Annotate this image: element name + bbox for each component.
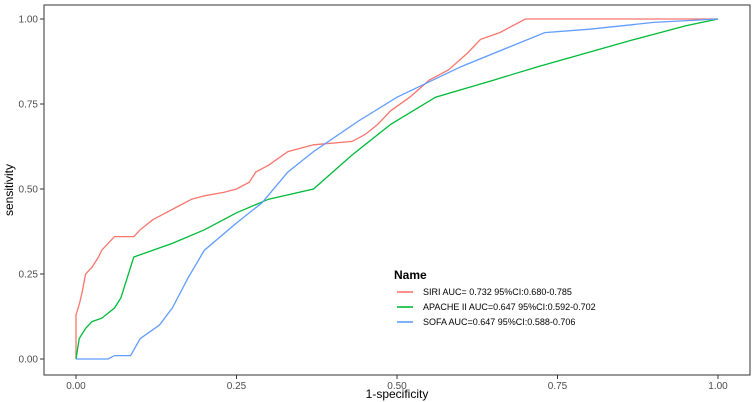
x-tick-label: 0.00 [66, 381, 86, 392]
series-layer [75, 18, 719, 360]
y-tick-label: 0.00 [19, 355, 39, 366]
y-tick-label: 1.00 [19, 15, 39, 26]
legend-label: APACHE II AUC=0.647 95%CI:0.592-0.702 [423, 302, 596, 312]
y-axis-title: sensitivity [2, 164, 16, 216]
series-line [75, 18, 719, 360]
legend: Name SIRI AUC= 0.732 95%CI:0.680-0.785 AP… [394, 268, 596, 327]
x-axis: 0.00 0.25 0.50 0.75 1.00 [66, 375, 728, 392]
y-tick-label: 0.75 [19, 100, 39, 111]
series-line [75, 18, 718, 359]
series-line [76, 18, 719, 360]
y-tick-label: 0.50 [19, 185, 39, 196]
x-tick-label: 1.00 [708, 381, 728, 392]
x-tick-label: 0.25 [227, 381, 247, 392]
y-tick-label: 0.25 [19, 270, 39, 281]
y-axis: 0.00 0.25 0.50 0.75 1.00 [19, 15, 44, 366]
x-tick-label: 0.50 [387, 381, 407, 392]
x-axis-title: 1-specificity [366, 387, 429, 401]
x-tick-label: 0.75 [548, 381, 568, 392]
legend-title: Name [394, 268, 427, 282]
plot-panel [43, 4, 751, 376]
legend-label: SOFA AUC=0.647 95%CI:0.588-0.706 [423, 317, 575, 327]
legend-label: SIRI AUC= 0.732 95%CI:0.680-0.785 [423, 287, 572, 297]
